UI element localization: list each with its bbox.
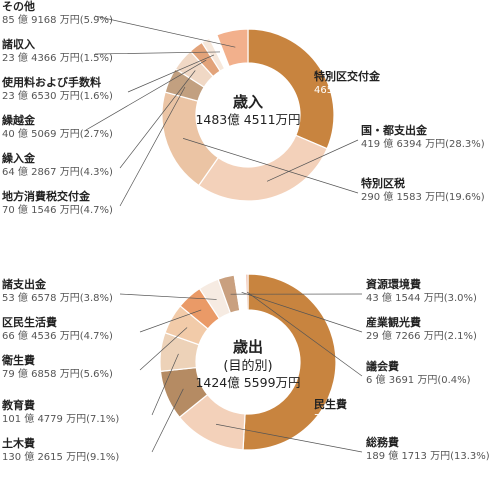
exp-label-civil-eng-value: 130 億 2615 万円(9.1%) <box>2 450 119 463</box>
exp-label-assembly-value: 6 億 3691 万円(0.4%) <box>366 373 471 386</box>
exp-label-env-value: 43 億 1544 万円(3.0%) <box>366 291 477 304</box>
exp-label-assembly-name: 議会費 <box>366 359 399 373</box>
revenue-center-title: 歳入 <box>233 93 263 111</box>
rev-label-other-name: その他 <box>2 0 35 13</box>
rev-label-national-pref-value: 419 億 6394 万円(28.3%) <box>361 137 485 150</box>
exp-leader-3 <box>151 353 179 416</box>
exp-leader-9 <box>246 291 363 377</box>
revenue-donut <box>161 28 335 202</box>
rev-leader-4 <box>119 70 196 169</box>
rev-label-misc-income-value: 23 億 4366 万円(1.5%) <box>2 51 113 64</box>
rev-label-transfer-value: 64 億 2867 万円(4.3%) <box>2 165 113 178</box>
rev-label-consumption-tax-value: 70 億 1546 万円(4.7%) <box>2 203 113 216</box>
rev-label-special-grant-value: 465 億 6988 万円(31.4%) <box>314 83 438 96</box>
rev-leader-3 <box>119 86 186 207</box>
exp-label-welfare-name: 民生費 <box>314 397 347 411</box>
exp-label-citizen-life-value: 66 億 4536 万円(4.7%) <box>2 329 113 342</box>
expenditure-donut <box>159 273 337 451</box>
exp-leader-1 <box>215 423 363 453</box>
exp-label-education-name: 教育費 <box>1 398 35 412</box>
exp-label-welfare-value-part1: 724 億 6019 万円(50.9%) <box>314 411 438 424</box>
exp-label-industry-value: 29 億 7266 万円(2.1%) <box>366 329 477 342</box>
expenditure-center-title: 歳出 <box>233 338 263 356</box>
rev-label-national-pref-name: 国・都支出金 <box>361 123 428 137</box>
rev-label-transfer-name: 繰入金 <box>2 151 36 165</box>
rev-label-ward-tax-name: 特別区税 <box>361 176 405 190</box>
exp-donut-hole <box>196 310 300 414</box>
exp-label-misc-spend-value: 53 億 6578 万円(3.8%) <box>2 291 113 304</box>
rev-leader-2 <box>182 138 359 194</box>
expenditure-leader-lines <box>119 291 363 453</box>
revenue-leader-lines <box>85 15 359 207</box>
rev-label-other-value: 85 億 9168 万円(5.9%) <box>2 13 113 26</box>
rev-donut-hole <box>196 63 300 167</box>
expenditure-center-subtitle: (目的別) <box>223 358 272 374</box>
rev-leader-6 <box>127 54 215 93</box>
exp-label-civil-eng-name: 土木費 <box>2 436 35 450</box>
exp-leader-4 <box>139 327 188 371</box>
exp-label-misc-spend-name: 諸支出金 <box>2 277 47 291</box>
rev-label-carryover-name: 繰越金 <box>2 113 36 127</box>
exp-label-industry-name: 産業観光費 <box>366 315 421 329</box>
exp-label-env-name: 資源環境費 <box>366 277 421 291</box>
rev-label-fees-value: 23 億 6530 万円(1.6%) <box>2 89 113 102</box>
exp-leader-8 <box>241 291 363 333</box>
rev-label-consumption-tax-name: 地方消費税交付金 <box>2 189 91 203</box>
rev-label-fees-name: 使用料および手数料 <box>1 75 101 89</box>
exp-leader-6 <box>119 293 217 300</box>
exp-leader-5 <box>139 309 202 333</box>
rev-leader-8 <box>94 15 236 48</box>
rev-label-misc-income-name: 諸収入 <box>2 37 35 51</box>
rev-leader-1 <box>266 139 359 182</box>
exp-label-health-name: 衛生費 <box>1 353 35 367</box>
rev-label-ward-tax-value: 290 億 1583 万円(19.6%) <box>361 190 485 203</box>
exp-label-education-value: 101 億 4779 万円(7.1%) <box>2 412 119 425</box>
exp-leader-2 <box>151 388 184 453</box>
rev-label-carryover-value: 40 億 5069 万円(2.7%) <box>2 127 113 140</box>
rev-leader-7 <box>94 51 221 55</box>
exp-label-health-value: 79 億 6858 万円(5.6%) <box>2 367 113 380</box>
exp-label-general-affairs-value: 189 億 1713 万円(13.3%) <box>366 449 490 462</box>
revenue-center-total: 1483億 4511万円 <box>195 112 300 127</box>
exp-label-citizen-life-name: 区民生活費 <box>2 315 57 329</box>
expenditure-center-total: 1424億 5599万円 <box>195 375 300 390</box>
rev-label-special-grant-name: 特別区交付金 <box>314 69 381 83</box>
exp-label-general-affairs-name: 総務費 <box>366 435 399 449</box>
rev-leader-5 <box>85 59 207 131</box>
